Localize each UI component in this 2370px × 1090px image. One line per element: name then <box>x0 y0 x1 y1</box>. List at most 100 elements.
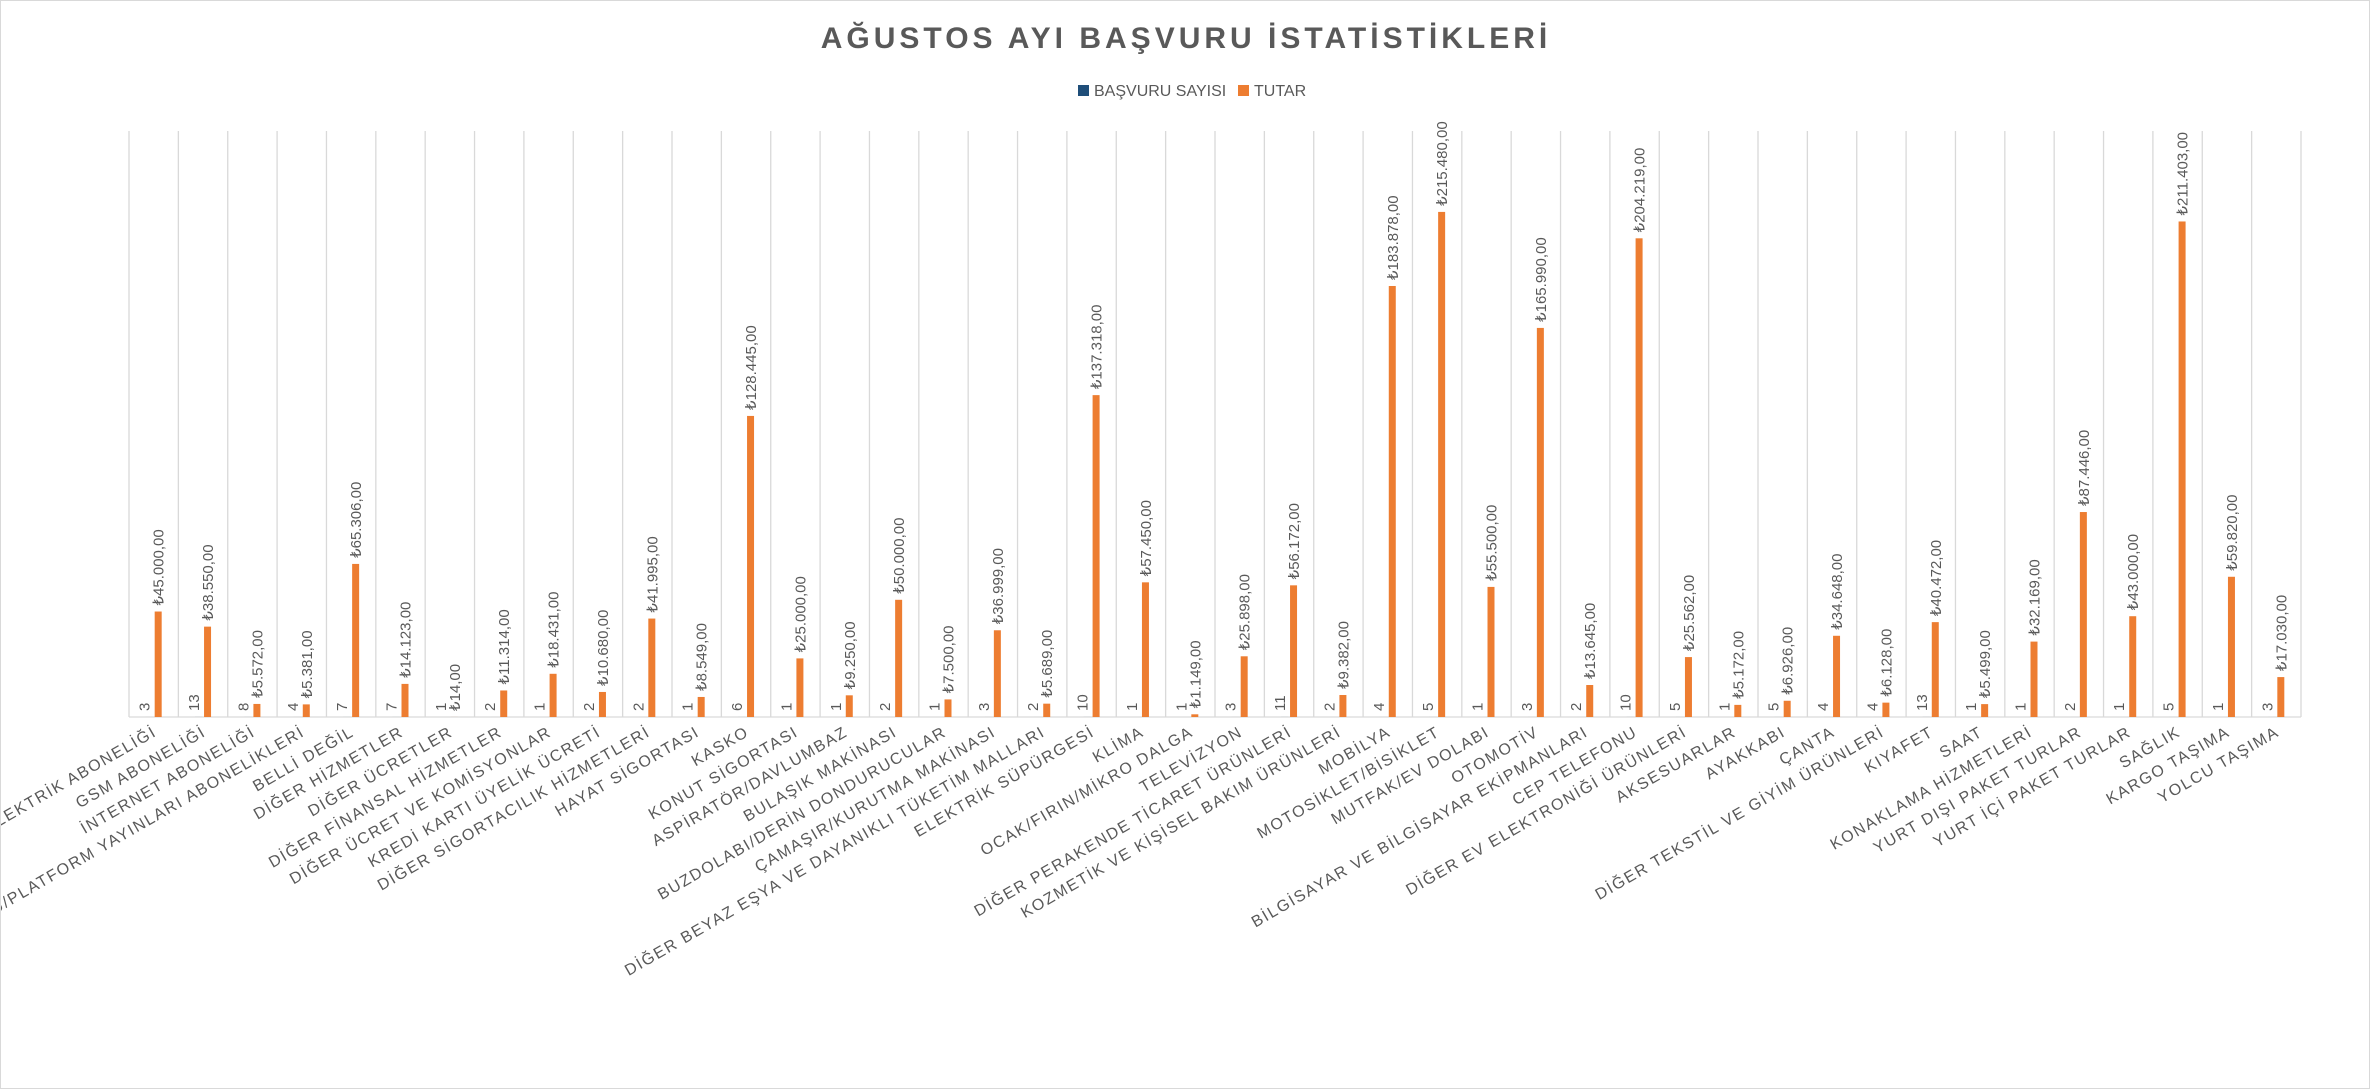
data-label-basvuru-sayisi: 10 <box>1075 694 1092 711</box>
data-label-tutar: ₺9.382,00 <box>1335 621 1352 689</box>
legend-label-basvuru-sayisi: BAŞVURU SAYISI <box>1094 83 1226 100</box>
data-label-tutar: ₺50.000,00 <box>891 518 908 594</box>
data-label-basvuru-sayisi: 2 <box>1025 703 1042 711</box>
bar-tutar <box>2277 677 2284 717</box>
bar-tutar <box>846 695 853 717</box>
data-label-basvuru-sayisi: 2 <box>877 703 894 711</box>
bar-tutar <box>698 697 705 717</box>
data-label-basvuru-sayisi: 1 <box>532 703 549 711</box>
data-label-basvuru-sayisi: 2 <box>1321 703 1338 711</box>
data-label-tutar: ₺25.898,00 <box>1237 574 1254 650</box>
data-label-tutar: ₺56.172,00 <box>1286 503 1303 579</box>
data-label-basvuru-sayisi: 8 <box>235 703 252 711</box>
data-label-basvuru-sayisi: 2 <box>2062 703 2079 711</box>
data-label-tutar: ₺183.878,00 <box>1385 195 1402 280</box>
data-label-basvuru-sayisi: 1 <box>1124 703 1141 711</box>
data-label-basvuru-sayisi: 1 <box>680 703 697 711</box>
data-label-tutar: ₺45.000,00 <box>151 529 168 605</box>
bar-tutar <box>895 600 902 717</box>
data-label-tutar: ₺34.648,00 <box>1829 554 1846 630</box>
bar-tutar <box>1191 714 1198 717</box>
bar-tutar <box>1537 328 1544 717</box>
gridlines <box>129 131 2301 717</box>
bar-tutar <box>1784 701 1791 717</box>
data-label-basvuru-sayisi: 7 <box>384 703 401 711</box>
data-label-basvuru-sayisi: 2 <box>1568 703 1585 711</box>
data-label-basvuru-sayisi: 3 <box>1223 703 1240 711</box>
chart-title: AĞUSTOS AYI BAŞVURU İSTATİSTİKLERİ <box>821 21 1552 55</box>
bar-tutar <box>1142 582 1149 717</box>
bar-tutar <box>2129 616 2136 717</box>
legend-swatch-basvuru-sayisi <box>1078 85 1089 96</box>
data-label-basvuru-sayisi: 1 <box>778 703 795 711</box>
bar-tutar <box>155 612 162 717</box>
data-label-tutar: ₺8.549,00 <box>694 623 711 691</box>
legend: BAŞVURU SAYISI TUTAR <box>1078 83 1306 100</box>
data-label-tutar: ₺5.381,00 <box>299 630 316 698</box>
bar-tutar <box>402 684 409 717</box>
data-label-basvuru-sayisi: 4 <box>1815 703 1832 711</box>
data-label-basvuru-sayisi: 5 <box>1667 703 1684 711</box>
data-label-basvuru-sayisi: 1 <box>927 703 944 711</box>
bar-tutar <box>500 690 507 717</box>
data-label-basvuru-sayisi: 4 <box>1371 703 1388 711</box>
bar-tutar <box>303 704 310 717</box>
bar-tutar <box>1932 622 1939 717</box>
data-label-tutar: ₺5.499,00 <box>1977 630 1994 698</box>
data-label-tutar: ₺65.306,00 <box>348 482 365 558</box>
data-label-basvuru-sayisi: 1 <box>1470 703 1487 711</box>
data-label-tutar: ₺1.149,00 <box>1187 640 1204 708</box>
bar-tutar <box>2228 577 2235 717</box>
data-label-tutar: ₺40.472,00 <box>1928 540 1945 616</box>
data-label-tutar: ₺165.990,00 <box>1533 237 1550 322</box>
data-label-tutar: ₺17.030,00 <box>2273 595 2290 671</box>
data-label-basvuru-sayisi: 5 <box>1420 703 1437 711</box>
data-label-basvuru-sayisi: 2 <box>482 703 499 711</box>
bar-tutar <box>747 416 754 717</box>
data-label-basvuru-sayisi: 2 <box>581 703 598 711</box>
legend-swatch-tutar <box>1238 85 1249 96</box>
data-label-tutar: ₺215.480,00 <box>1434 121 1451 206</box>
data-label-basvuru-sayisi: 3 <box>1519 703 1536 711</box>
data-label-tutar: ₺11.314,00 <box>496 609 513 684</box>
bar-tutar <box>1389 286 1396 717</box>
data-label-basvuru-sayisi: 3 <box>2259 703 2276 711</box>
data-label-basvuru-sayisi: 1 <box>2111 703 2128 711</box>
data-label-tutar: ₺41.995,00 <box>644 536 661 612</box>
bar-tutar <box>1636 238 1643 717</box>
data-label-tutar: ₺10.680,00 <box>595 610 612 686</box>
data-label-tutar: ₺55.500,00 <box>1484 505 1501 581</box>
data-label-basvuru-sayisi: 7 <box>334 703 351 711</box>
bar-tutar <box>2031 642 2038 717</box>
data-label-tutar: ₺32.169,00 <box>2027 559 2044 635</box>
bar-tutar <box>1833 636 1840 717</box>
data-label-tutar: ₺13.645,00 <box>1582 603 1599 679</box>
data-label-tutar: ₺128.445,00 <box>743 325 760 410</box>
data-label-basvuru-sayisi: 1 <box>2210 703 2227 711</box>
data-label-basvuru-sayisi: 1 <box>828 703 845 711</box>
bar-tutar <box>1734 705 1741 717</box>
data-label-basvuru-sayisi: 1 <box>2013 703 2030 711</box>
data-label-tutar: ₺57.450,00 <box>1138 500 1155 576</box>
data-label-tutar: ₺14.123,00 <box>398 602 415 678</box>
bar-tutar <box>648 619 655 717</box>
data-label-tutar: ₺7.500,00 <box>941 625 958 693</box>
data-label-tutar: ₺25.562,00 <box>1681 575 1698 651</box>
bar-tutar <box>204 627 211 717</box>
data-label-basvuru-sayisi: 4 <box>1864 703 1881 711</box>
data-label-tutar: ₺5.689,00 <box>1039 630 1056 698</box>
data-label-tutar: ₺6.128,00 <box>1878 629 1895 697</box>
bar-tutar <box>1438 212 1445 717</box>
bar-tutar <box>1882 703 1889 717</box>
data-label-basvuru-sayisi: 10 <box>1618 694 1635 711</box>
bar-tutar <box>1488 587 1495 717</box>
bar-tutar <box>2179 221 2186 717</box>
data-label-basvuru-sayisi: 3 <box>137 703 154 711</box>
data-label-tutar: ₺36.999,00 <box>990 548 1007 624</box>
data-label-tutar: ₺137.318,00 <box>1089 305 1106 390</box>
data-label-basvuru-sayisi: 3 <box>976 703 993 711</box>
data-label-tutar: ₺38.550,00 <box>200 544 217 620</box>
